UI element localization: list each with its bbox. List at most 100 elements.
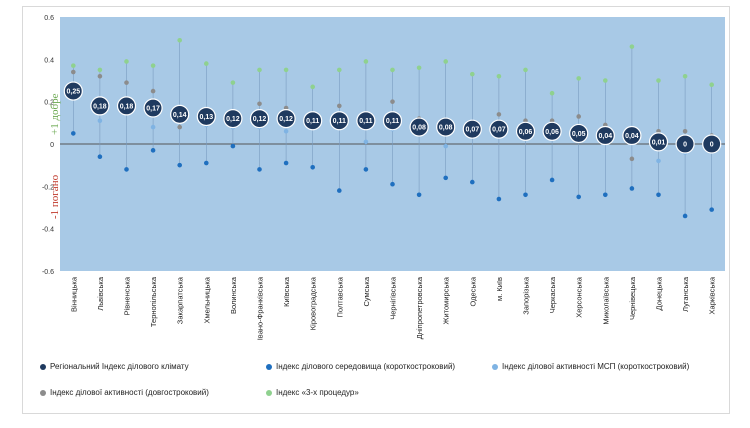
legend-item: Індекс «3-х процедур»	[266, 388, 359, 397]
legend-item: Регіональний Індекс ділового клімату	[40, 362, 189, 371]
series-point	[682, 73, 688, 79]
series-point	[150, 148, 156, 153]
series-point	[257, 167, 262, 172]
regional-index-point	[170, 104, 190, 124]
category-label: Чернігівська	[389, 276, 398, 320]
y-tick-label: -0.2	[42, 184, 54, 191]
category-label: Миколаївська	[601, 276, 610, 324]
series-point	[71, 69, 76, 75]
series-point	[230, 80, 236, 85]
series-point	[257, 101, 262, 107]
regional-index-data-label: 0,18	[120, 103, 134, 110]
category-label: Рівненська	[123, 276, 132, 315]
series-point	[576, 114, 581, 119]
series-point	[204, 160, 209, 166]
series-point	[416, 192, 422, 198]
regional-index-data-label: 0,07	[465, 127, 479, 134]
series-point	[523, 67, 528, 73]
regional-index-data-label: 0,08	[439, 125, 453, 132]
category-label: Волинська	[229, 276, 238, 314]
series-point	[150, 124, 156, 130]
y-tick-label: 0.4	[44, 57, 54, 64]
series-point	[496, 73, 502, 79]
category-label: Харківська	[708, 276, 717, 314]
series-point	[204, 61, 209, 66]
regional-index-point	[675, 134, 695, 154]
category-label: м. Київ	[495, 277, 504, 301]
regional-index-point	[409, 117, 429, 137]
series-point	[576, 194, 581, 200]
series-point	[629, 156, 635, 162]
category-label: Закарпатська	[176, 276, 185, 324]
legend-label: Регіональний Індекс ділового клімату	[50, 362, 189, 371]
regional-index-data-label: 0,12	[226, 116, 240, 123]
y-tick-label: 0.2	[44, 100, 54, 107]
regional-index-data-label: 0,01	[652, 139, 666, 146]
series-point	[363, 59, 369, 64]
series-point	[97, 73, 103, 79]
regional-index-point	[329, 111, 349, 131]
series-point	[629, 44, 635, 49]
regional-index-point	[489, 119, 509, 139]
legend-marker-icon	[266, 363, 272, 370]
series-point	[390, 181, 395, 187]
y-tick-label: -0.6	[42, 269, 54, 276]
legend-label: Індекс «3-х процедур»	[276, 388, 359, 397]
series-point	[656, 158, 661, 164]
regional-index-data-label: 0,08	[412, 125, 426, 132]
regional-index-point	[223, 108, 243, 129]
series-point	[283, 160, 289, 166]
regional-index-data-label: 0,07	[492, 127, 506, 134]
regional-index-point	[462, 119, 482, 139]
regional-index-data-label: 0,14	[173, 112, 187, 119]
series-point	[603, 78, 608, 83]
legend-marker-icon	[40, 363, 46, 370]
series-point	[97, 67, 103, 73]
bad-axis-label: -1 погано	[49, 174, 61, 219]
category-label: Одеська	[468, 276, 477, 306]
series-point	[416, 65, 422, 71]
regional-index-data-label: 0,17	[146, 106, 160, 113]
regional-index-point	[515, 121, 536, 141]
legend-marker-icon	[492, 363, 498, 370]
series-point	[177, 37, 182, 43]
regional-index-point	[595, 125, 615, 146]
series-point	[230, 143, 236, 149]
series-point	[71, 131, 76, 136]
regional-index-point	[249, 108, 270, 129]
category-label: Івано-Франківська	[256, 276, 265, 340]
series-point	[629, 186, 635, 191]
category-label: Львівська	[96, 276, 105, 310]
series-point	[443, 59, 449, 64]
series-point	[310, 84, 316, 90]
series-point	[363, 167, 369, 172]
regional-index-point	[622, 125, 642, 146]
series-point	[337, 67, 342, 73]
legend-label: Індекс ділового середовища (короткострок…	[276, 362, 456, 371]
category-label: Вінницька	[69, 276, 78, 312]
series-point	[71, 63, 76, 68]
chart-plot: -0.6 -0.4 -0.2 0 0.2 0.4 0.6 0,25 0,18 0,18 0,17 0,…	[42, 15, 725, 340]
regional-index-point	[116, 96, 137, 116]
series-point	[709, 207, 714, 212]
legend-item: Індекс ділової активності МСП (короткост…	[492, 362, 689, 371]
regional-index-data-label: 0,12	[279, 116, 293, 123]
series-point	[310, 164, 316, 170]
series-point	[124, 59, 129, 64]
series-point	[124, 167, 129, 172]
category-label: Житомирська	[442, 276, 451, 324]
series-point	[576, 76, 581, 81]
category-label: Херсонська	[575, 276, 584, 318]
regional-index-data-label: 0,13	[199, 114, 213, 121]
series-point	[682, 129, 688, 134]
regional-index-point	[63, 81, 83, 101]
series-point	[603, 192, 608, 198]
series-point	[549, 177, 555, 183]
regional-index-data-label: 0,25	[66, 89, 80, 96]
series-point	[656, 78, 661, 83]
legend-item: Індекс ділової активності (довгострокови…	[40, 388, 209, 397]
category-label: Луганська	[681, 276, 690, 312]
series-point	[496, 196, 502, 202]
series-point	[549, 90, 555, 96]
category-label: Кіровоградська	[309, 276, 318, 330]
